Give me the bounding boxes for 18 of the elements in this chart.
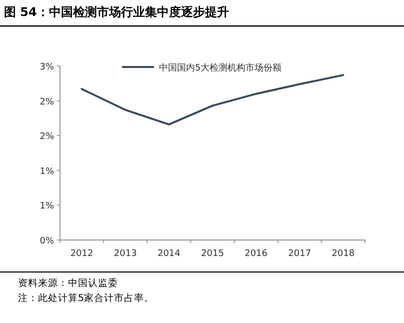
x-tick-label: 2015: [201, 249, 224, 259]
legend-label: 中国国内5大检测机构市场份额: [159, 62, 282, 74]
chart-title: 图 54：中国检测市场行业集中度逐步提升: [4, 5, 229, 19]
x-tick-label: 2013: [114, 249, 137, 259]
y-tick-label: 3%: [40, 62, 54, 72]
text: 资料来源：中国认监委: [18, 277, 118, 289]
y-tick-label: 0%: [40, 236, 54, 246]
x-tick-label: 2017: [288, 249, 312, 259]
x-tick-label: 2014: [157, 249, 181, 259]
x-tick-label: 2018: [332, 249, 355, 259]
y-tick-label: 2%: [40, 97, 54, 108]
line-series: [80, 74, 344, 126]
x-tick-label: 2016: [244, 249, 268, 259]
y-tick-label: 2%: [40, 132, 54, 142]
y-tick-label: 1%: [40, 166, 54, 177]
text: 注：此处计算5家合计市占率。: [18, 292, 154, 304]
y-tick-label: 1%: [40, 202, 54, 212]
x-tick-label: 2012: [70, 249, 94, 259]
